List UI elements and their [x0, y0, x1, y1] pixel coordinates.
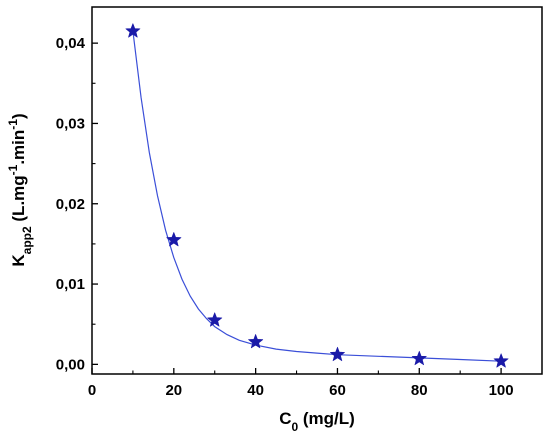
data-point: [411, 350, 427, 366]
data-point: [166, 232, 182, 247]
y-axis-title: Kapp2 (L.mg-1.min-1): [6, 113, 34, 266]
data-point: [207, 312, 223, 327]
x-tick-label: 40: [247, 382, 264, 399]
data-point: [493, 353, 509, 368]
data-point: [248, 334, 264, 349]
y-tick-label: 0,04: [56, 35, 86, 52]
data-point: [330, 346, 345, 362]
data-point: [125, 23, 141, 38]
y-tick-label: 0,02: [56, 196, 85, 213]
x-tick-label: 60: [329, 382, 346, 399]
plot-frame: [91, 6, 543, 375]
x-tick-label: 20: [165, 382, 182, 399]
y-tick-label: 0,00: [56, 356, 85, 373]
fit-curve-layer: [132, 31, 502, 362]
data-points-layer: [125, 23, 509, 368]
y-tick-label: 0,01: [56, 276, 85, 293]
x-tick-label: 100: [489, 382, 514, 399]
x-tick-label: 80: [411, 382, 428, 399]
x-tick-label: 0: [88, 382, 96, 399]
y-tick-label: 0,03: [56, 115, 85, 132]
x-axis-ticks: 0 20 40 60 80 100: [88, 368, 514, 399]
x-axis-title: C0 (mg/L): [279, 409, 355, 434]
y-axis-ticks: 0,00 0,01 0,02 0,03 0,04: [56, 35, 98, 373]
fit-curve: [132, 31, 502, 362]
